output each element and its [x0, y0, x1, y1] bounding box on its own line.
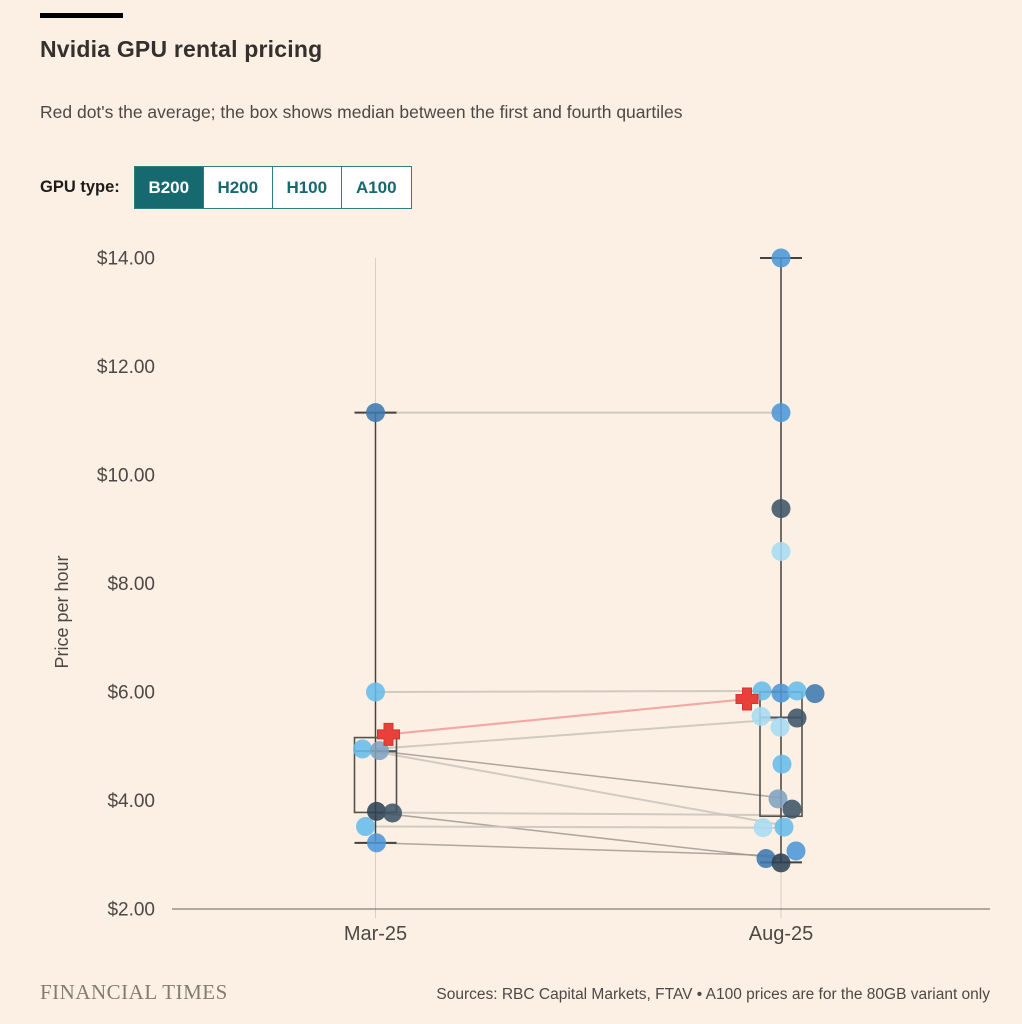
- data-point: [751, 706, 771, 726]
- data-point: [787, 708, 807, 728]
- data-point: [383, 803, 402, 823]
- gpu-tab-group: B200 H200 H100 A100: [133, 166, 412, 209]
- data-point: [787, 681, 807, 701]
- source-note: Sources: RBC Capital Markets, FTAV • A10…: [436, 986, 990, 1003]
- y-axis-title: Price per hour: [52, 555, 72, 668]
- connector-line: [375, 749, 782, 799]
- connector-line: [375, 811, 782, 860]
- data-point: [786, 841, 806, 861]
- data-point: [370, 741, 389, 761]
- x-tick-label: Mar-25: [344, 923, 407, 945]
- mean-connector-line: [388, 697, 748, 736]
- connector-line: [375, 689, 782, 693]
- data-point: [367, 801, 386, 821]
- x-tick-label: Aug-25: [749, 923, 814, 945]
- data-point: [353, 739, 372, 759]
- connector-line: [375, 825, 782, 829]
- data-point: [771, 499, 791, 519]
- gpu-tab-h200[interactable]: H200: [203, 167, 273, 208]
- ft-logo: FINANCIAL TIMES: [40, 980, 228, 1004]
- mean-marker: [377, 722, 400, 746]
- data-point: [367, 833, 386, 853]
- data-point: [774, 817, 794, 837]
- accent-bar: [40, 13, 123, 18]
- gpu-tab-h100[interactable]: H100: [272, 167, 342, 208]
- y-tick-label: $10.00: [97, 466, 155, 487]
- data-point: [771, 248, 791, 268]
- data-point: [771, 683, 791, 703]
- data-point: [753, 818, 773, 838]
- gpu-tab-b200[interactable]: B200: [134, 167, 204, 208]
- connector-line: [375, 750, 782, 826]
- data-point: [366, 682, 385, 702]
- data-point: [770, 717, 790, 737]
- data-point: [756, 849, 776, 869]
- y-tick-label: $6.00: [107, 683, 155, 704]
- chart-title: Nvidia GPU rental pricing: [40, 36, 323, 62]
- data-point: [772, 754, 792, 774]
- gpu-tab-a100[interactable]: A100: [341, 167, 411, 208]
- y-tick-label: $8.00: [107, 574, 155, 595]
- y-tick-label: $14.00: [97, 249, 155, 270]
- data-point: [771, 853, 791, 873]
- y-tick-label: $2.00: [107, 900, 155, 921]
- chart-subtitle: Red dot's the average; the box shows med…: [40, 102, 683, 122]
- gpu-type-selector: GPU type: B200 H200 H100 A100: [40, 166, 412, 209]
- gpu-type-label: GPU type:: [40, 178, 120, 196]
- data-point: [805, 684, 825, 704]
- mean-marker: [735, 687, 759, 711]
- data-point: [771, 403, 791, 423]
- connector-line: [375, 842, 782, 857]
- data-point: [356, 817, 375, 837]
- y-tick-label: $4.00: [107, 791, 155, 812]
- data-point: [366, 403, 385, 423]
- connector-line: [375, 811, 782, 817]
- data-point: [771, 541, 791, 561]
- data-point: [782, 799, 802, 819]
- data-point: [768, 789, 788, 809]
- y-tick-label: $12.00: [97, 357, 155, 378]
- connector-line: [375, 718, 782, 750]
